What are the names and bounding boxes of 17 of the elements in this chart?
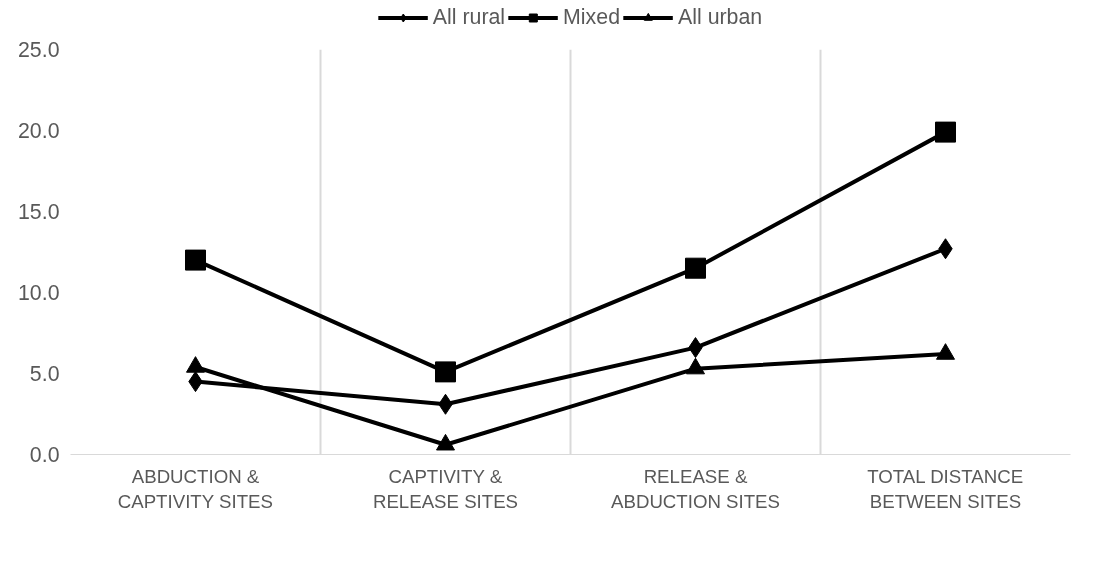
- x-tick-label: TOTAL DISTANCE BETWEEN SITES: [867, 465, 1024, 512]
- point: [685, 257, 706, 279]
- point: [435, 361, 456, 383]
- y-tick-label: 5.0: [29, 362, 60, 386]
- y-tick-label: 15.0: [17, 200, 60, 224]
- point: [935, 121, 956, 143]
- y-tick-label: 10.0: [17, 281, 60, 305]
- legend-label: Mixed: [563, 4, 621, 30]
- legend-label: All urban: [678, 4, 763, 30]
- y-tick-label: 0.0: [29, 443, 60, 467]
- x-tick-label: RELEASE & ABDUCTION SITES: [611, 465, 780, 512]
- y-tick-label: 20.0: [17, 119, 60, 143]
- y-tick-label: 25.0: [17, 38, 60, 62]
- x-tick-label: CAPTIVITY & RELEASE SITES: [372, 465, 519, 512]
- point: [185, 249, 206, 271]
- legend-label: All rural: [432, 4, 506, 30]
- x-tick-label: ABDUCTION & CAPTIVITY SITES: [117, 465, 273, 512]
